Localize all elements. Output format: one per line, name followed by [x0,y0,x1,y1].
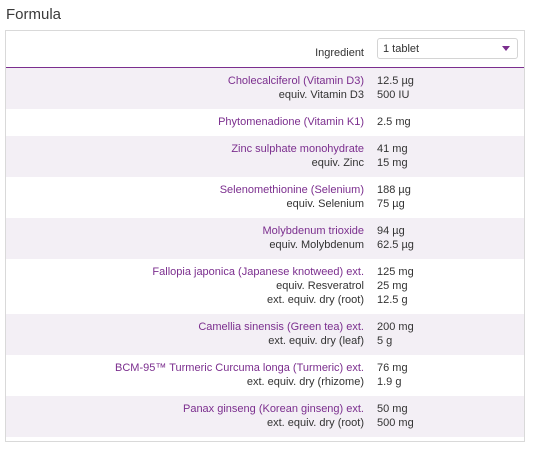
equivalent-line: equiv. Resveratrol 25 mg [6,279,524,293]
ingredient-row: Phytomenadione (Vitamin K1) 2.5 mg [6,109,524,136]
formula-header-row: Ingredient 1 tablet [6,31,524,68]
ingredient-row: Molybdenum trioxide 94 µg equiv. Molybdenu… [6,218,524,259]
equivalent-line: ext. equiv. dry (leaf) 5 g [6,334,524,348]
ingredient-amount: 2.5 mg [377,116,411,128]
ingredient-row: Selenomethionine (Selenium) 188 µg equiv. … [6,177,524,218]
ingredient-line: Phytomenadione (Vitamin K1) 2.5 mg [6,115,524,129]
ingredient-row: Zinc sulphate monohydrate 41 mg equiv. Zin… [6,136,524,177]
ingredient-name: Camellia sinensis (Green tea) ext. [198,321,364,333]
equivalent-amount: 1.9 g [377,376,402,388]
ingredient-list: Cholecalciferol (Vitamin D3) 12.5 µg equiv… [6,68,524,437]
ingredient-name: Selenomethionine (Selenium) [219,184,364,196]
ingredient-row: Camellia sinensis (Green tea) ext. 200 mg… [6,314,524,355]
ingredient-line: Selenomethionine (Selenium) 188 µg [6,183,524,197]
ingredient-line: Fallopia japonica (Japanese knotweed) ex… [6,265,524,279]
equivalent-line: equiv. Molybdenum 62.5 µg [6,238,524,252]
equivalent-amount: 12.5 g [377,294,408,306]
equivalent-name: ext. equiv. dry (root) [267,417,364,429]
equivalent-line: ext. equiv. dry (root) 12.5 g [6,293,524,307]
ingredient-row: Fallopia japonica (Japanese knotweed) ex… [6,259,524,314]
ingredient-line: BCM-95™ Turmeric Curcuma longa (Turmeric… [6,361,524,375]
ingredient-line: Zinc sulphate monohydrate 41 mg [6,142,524,156]
equivalent-name: ext. equiv. dry (rhizome) [246,376,364,388]
equivalent-amount: 500 IU [377,89,410,101]
ingredient-name: Molybdenum trioxide [262,225,365,237]
equivalent-line: equiv. Zinc 15 mg [6,156,524,170]
equivalent-amount: 75 µg [377,198,405,210]
ingredient-name: Panax ginseng (Korean ginseng) ext. [182,403,364,415]
equivalent-line: ext. equiv. dry (root) 500 mg [6,416,524,430]
equivalent-line: equiv. Vitamin D3 500 IU [6,88,524,102]
formula-panel: Ingredient 1 tablet Cholecalciferol (Vit… [5,30,525,442]
ingredient-row: BCM-95™ Turmeric Curcuma longa (Turmeric… [6,355,524,396]
equivalent-name: equiv. Selenium [286,198,364,210]
ingredient-name: Cholecalciferol (Vitamin D3) [227,75,364,87]
ingredient-amount: 12.5 µg [377,75,414,87]
ingredient-name: Phytomenadione (Vitamin K1) [218,116,364,128]
equivalent-line: ext. equiv. dry (rhizome) 1.9 g [6,375,524,389]
equivalent-name: equiv. Molybdenum [269,239,364,251]
equivalent-name: equiv. Zinc [311,157,364,169]
equivalent-amount: 25 mg [377,280,408,292]
equivalent-amount: 500 mg [377,417,414,429]
equivalent-amount: 15 mg [377,157,408,169]
ingredient-row: Panax ginseng (Korean ginseng) ext. 50 mg… [6,396,524,437]
ingredient-line: Cholecalciferol (Vitamin D3) 12.5 µg [6,74,524,88]
ingredient-name: Fallopia japonica (Japanese knotweed) ex… [152,266,364,278]
ingredient-amount: 188 µg [377,184,411,196]
equivalent-amount: 5 g [377,335,393,347]
equivalent-line: equiv. Selenium 75 µg [6,197,524,211]
ingredient-amount: 76 mg [377,362,408,374]
serving-size-value: 1 tablet [383,43,420,55]
ingredient-name: Zinc sulphate monohydrate [231,143,364,155]
ingredient-line: Camellia sinensis (Green tea) ext. 200 mg [6,320,524,334]
ingredient-name: BCM-95™ Turmeric Curcuma longa (Turmeric… [115,362,364,374]
serving-size-select[interactable]: 1 tablet [377,38,518,59]
equivalent-amount: 62.5 µg [377,239,414,251]
equivalent-name: ext. equiv. dry (leaf) [268,335,364,347]
ingredient-line: Panax ginseng (Korean ginseng) ext. 50 mg [6,402,524,416]
ingredient-amount: 200 mg [377,321,414,333]
ingredient-column-label: Ingredient [315,47,364,59]
ingredient-amount: 125 mg [377,266,414,278]
ingredient-amount: 41 mg [377,143,408,155]
ingredient-line: Molybdenum trioxide 94 µg [6,224,524,238]
ingredient-amount: 50 mg [377,403,408,415]
ingredient-row: Cholecalciferol (Vitamin D3) 12.5 µg equiv… [6,68,524,109]
equivalent-name: equiv. Resveratrol [276,280,364,292]
formula-heading: Formula [6,6,62,23]
equivalent-name: ext. equiv. dry (root) [267,294,364,306]
equivalent-name: equiv. Vitamin D3 [278,89,364,101]
caret-down-icon [502,46,510,51]
ingredient-amount: 94 µg [377,225,405,237]
